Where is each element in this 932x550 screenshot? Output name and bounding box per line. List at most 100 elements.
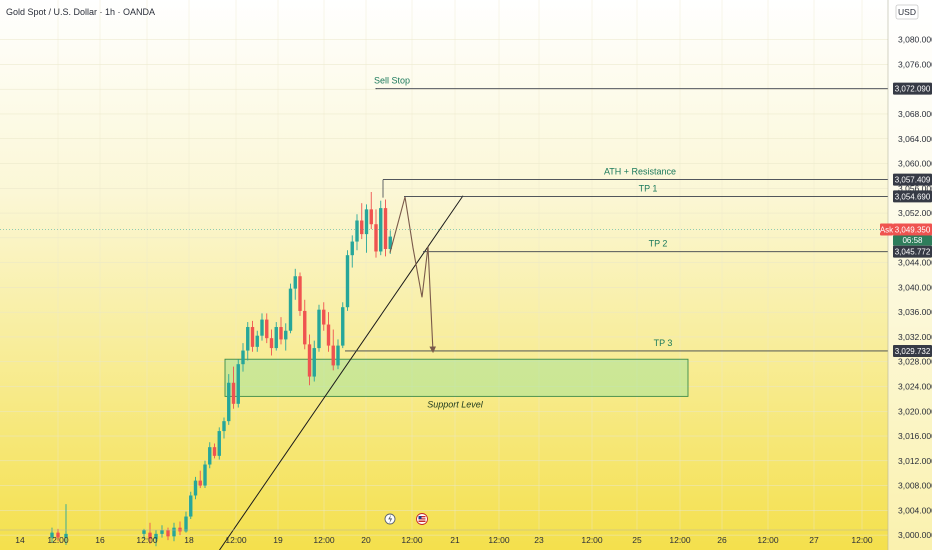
- candle-body: [369, 209, 373, 225]
- y-axis: 3,080.0003,076.0003,072.0003,068.0003,06…: [898, 35, 932, 540]
- candle-body: [172, 527, 176, 537]
- candle-body: [64, 533, 68, 538]
- x-tick-label: 12:00: [851, 535, 873, 545]
- candle-down: [178, 521, 182, 536]
- y-tick-label: 3,024.000: [898, 381, 932, 391]
- candle-body: [350, 241, 354, 256]
- candle-body: [193, 480, 198, 496]
- ask-badge-label: Ask: [880, 225, 894, 234]
- x-tick-label: 23: [534, 535, 544, 545]
- candle-body: [227, 382, 231, 422]
- candle-body: [331, 345, 335, 366]
- candle-body: [265, 319, 269, 339]
- candle-up: [350, 235, 354, 268]
- candle-up: [246, 322, 250, 361]
- x-tick-label: 12:00: [401, 535, 423, 545]
- y-tick-label: 3,044.000: [898, 258, 932, 268]
- ask-price-box: [893, 223, 932, 236]
- level-label: Sell Stop: [374, 76, 410, 86]
- level-price-tag-box: [893, 245, 932, 258]
- candles-layer: [50, 192, 392, 547]
- candle-body: [284, 330, 288, 340]
- candle-up: [203, 460, 207, 489]
- y-tick-label: 3,040.000: [898, 282, 932, 292]
- candle-up: [355, 214, 359, 251]
- y-tick-label: 3,060.000: [898, 159, 932, 169]
- lightning-icon: [388, 514, 393, 524]
- candle-body: [178, 527, 182, 532]
- candle-body: [236, 364, 240, 404]
- level-price-tag: 3,072.090: [893, 82, 932, 95]
- trendline[interactable]: [217, 195, 464, 550]
- candle-body: [288, 288, 293, 331]
- candle-down: [265, 313, 269, 344]
- projection-layer: [389, 196, 437, 354]
- candle-down: [148, 522, 152, 544]
- price-scale-panel[interactable]: [888, 0, 932, 550]
- projection-arrow[interactable]: [389, 196, 437, 354]
- candle-down: [331, 329, 335, 371]
- candle-body: [374, 224, 378, 252]
- level-price-tag-box: [893, 82, 932, 95]
- x-tick-label: 16: [95, 535, 105, 545]
- event-marker-lightning[interactable]: [384, 513, 396, 525]
- level-label: ATH + Resistance: [604, 167, 676, 177]
- candle-up: [364, 204, 369, 253]
- levels-layer: Sell Stop ATH + Resistance TP 1 TP 2 TP 3: [0, 76, 888, 352]
- x-tick-label: 12:00: [669, 535, 691, 545]
- currency-label: USD: [898, 7, 916, 17]
- candle-up: [345, 250, 350, 311]
- level-price-tag-box: [893, 173, 932, 186]
- trendline-layer: [217, 195, 464, 550]
- candle-body: [383, 208, 388, 249]
- ask-badge[interactable]: [880, 223, 893, 236]
- candle-body: [231, 382, 236, 404]
- candle-body: [184, 516, 188, 532]
- y-tick-label: 3,028.000: [898, 357, 932, 367]
- candle-down: [231, 366, 236, 409]
- x-tick-label: 25: [632, 535, 642, 545]
- candle-up: [284, 323, 288, 351]
- candle-body: [246, 327, 250, 351]
- candle-up: [227, 374, 231, 425]
- currency-box[interactable]: [895, 4, 919, 20]
- candle-down: [383, 199, 388, 257]
- x-tick-label: 12:00: [757, 535, 779, 545]
- y-tick-label: 3,056.000: [898, 183, 932, 193]
- support-zone[interactable]: [224, 358, 689, 397]
- level-label: TP 3: [654, 338, 673, 348]
- candle-body: [255, 335, 259, 347]
- candle-down: [279, 317, 283, 345]
- support-zone-layer: Support Level: [224, 358, 689, 409]
- x-axis: 14 12:00 16 12:00 18 12:00 19 12:00 20 12:00 21 12:…: [15, 535, 873, 545]
- candle-body: [189, 495, 193, 517]
- candle-up: [288, 283, 293, 334]
- x-tick-label: 21: [450, 535, 460, 545]
- candle-body: [388, 236, 392, 249]
- candle-up: [189, 491, 193, 520]
- candle-down: [322, 302, 326, 331]
- x-tick-label: 18: [184, 535, 194, 545]
- level-price-tag-text: 3,054.690: [895, 192, 931, 201]
- candle-down: [360, 203, 364, 240]
- x-tick-label: 12:00: [581, 535, 603, 545]
- event-marker-flag[interactable]: [416, 513, 428, 525]
- chart-symbol-title[interactable]: Gold Spot / U.S. Dollar · 1h · OANDA: [6, 7, 155, 17]
- y-tick-label: 3,004.000: [898, 505, 932, 515]
- y-tick-label: 3,016.000: [898, 431, 932, 441]
- candle-up: [274, 322, 278, 351]
- candle-body: [312, 348, 316, 377]
- price-tags: 3,072.090 3,057.409 3,054.690 3,045.772 3,02…: [880, 82, 932, 357]
- candle-body: [208, 447, 212, 465]
- x-tick-label: 12:00: [136, 535, 158, 545]
- level-price-tag-text: 3,045.772: [895, 248, 931, 257]
- candle-down: [307, 334, 312, 386]
- candle-body: [241, 350, 245, 365]
- level-price-tag-text: 3,029.732: [895, 347, 931, 356]
- level-price-tag-text: 3,072.090: [895, 85, 931, 94]
- candle-up: [341, 302, 345, 349]
- us-flag-icon: [418, 516, 426, 522]
- candle-body: [148, 532, 152, 539]
